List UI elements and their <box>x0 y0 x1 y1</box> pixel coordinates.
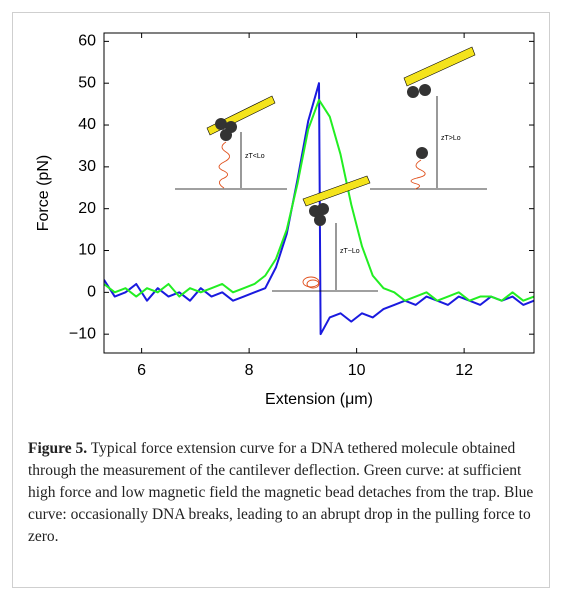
y-tick-label: 60 <box>78 33 96 50</box>
figure-frame <box>12 12 550 588</box>
caption-label: Figure 5. <box>28 440 88 457</box>
plot-frame <box>103 32 535 354</box>
x-axis-label: Extension (μm) <box>265 391 373 408</box>
caption: Figure 5. Typical force extension curve … <box>28 438 540 548</box>
annotation: zT<Lo <box>245 153 265 160</box>
annotation: zT>Lo <box>441 135 461 142</box>
inset-cartoons <box>175 46 487 292</box>
y-tick-label: 10 <box>78 242 96 259</box>
y-tick-label: 40 <box>78 116 96 133</box>
caption-text: Typical force extension curve for a DNA … <box>28 440 534 545</box>
y-tick-label: 30 <box>78 158 96 175</box>
y-tick-label: 20 <box>78 200 96 217</box>
annotation: zT~Lo <box>340 248 360 255</box>
x-tick-label: 10 <box>348 362 366 379</box>
x-tick-label: 8 <box>245 362 254 379</box>
y-tick-label: 50 <box>78 74 96 91</box>
data-line <box>104 98 534 302</box>
x-tick-label: 6 <box>137 362 146 379</box>
chart: zT<Lo zT>Lo zT~Lo Extension (μm) Force (… <box>35 32 535 408</box>
y-axis-label: Force (pN) <box>35 155 52 231</box>
x-tick-label: 12 <box>455 362 473 379</box>
y-tick-label: 0 <box>87 284 96 301</box>
y-tick-label: −10 <box>69 325 96 342</box>
